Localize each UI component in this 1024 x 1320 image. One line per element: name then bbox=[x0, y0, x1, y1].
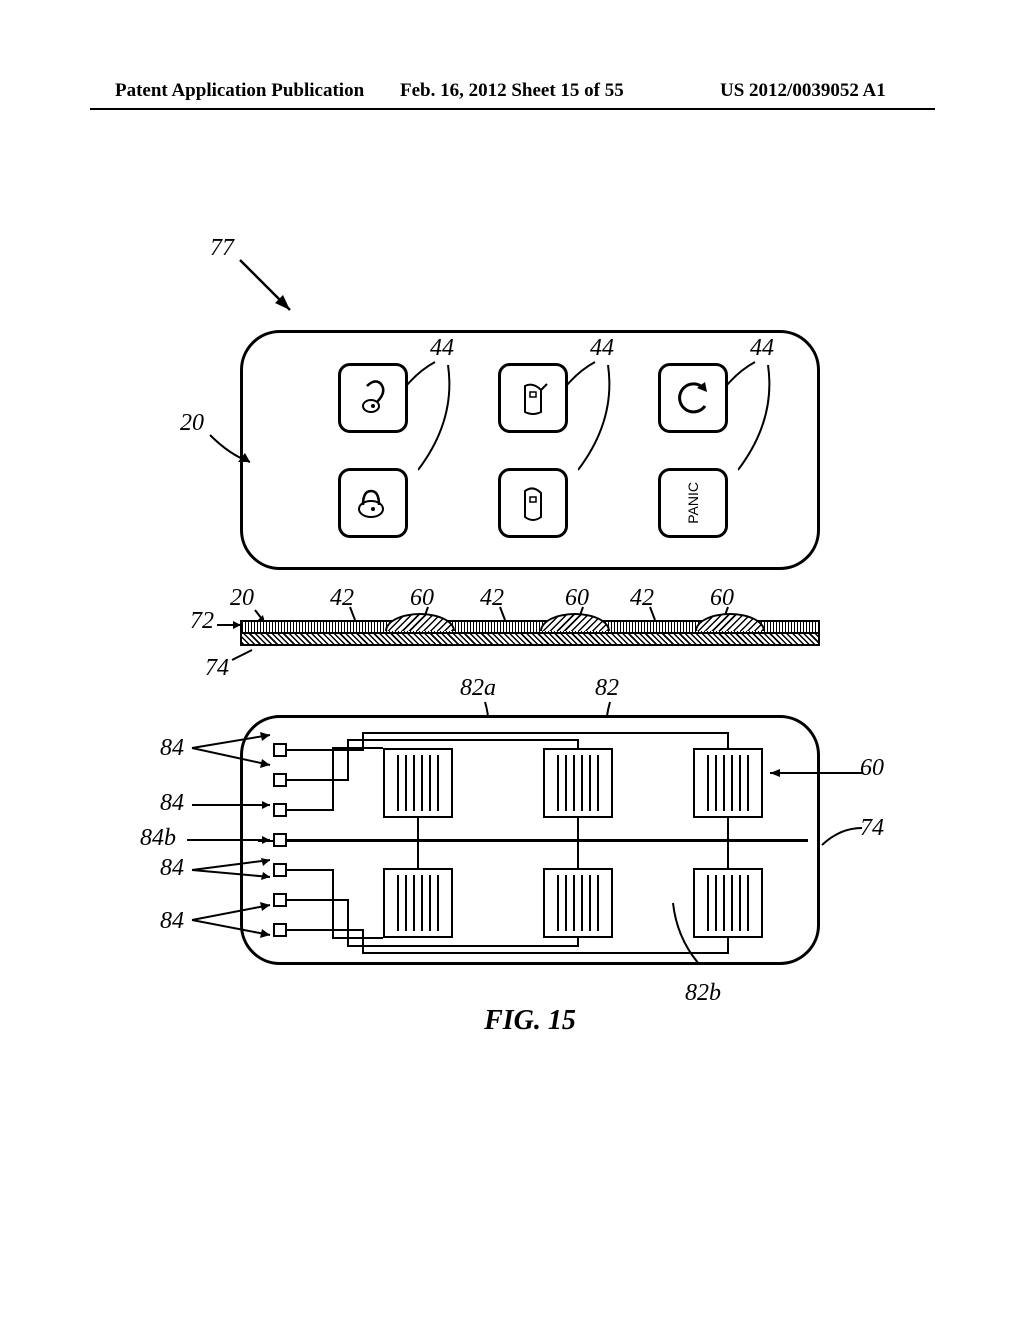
refnum-82b: 82b bbox=[685, 980, 721, 1007]
panic-label: PANIC bbox=[685, 482, 701, 524]
pcb-view bbox=[240, 715, 820, 965]
refnum-44-3: 44 bbox=[750, 335, 774, 362]
leader-77 bbox=[235, 255, 305, 325]
refnum-84-2: 84 bbox=[160, 790, 184, 817]
refnum-44-1: 44 bbox=[430, 335, 454, 362]
refnum-20-mid: 20 bbox=[230, 585, 254, 612]
refnum-72: 72 bbox=[190, 608, 214, 635]
refnum-42-3: 42 bbox=[630, 585, 654, 612]
refnum-84-1: 84 bbox=[160, 735, 184, 762]
refnum-44-2: 44 bbox=[590, 335, 614, 362]
figure-caption: FIG. 15 bbox=[180, 1005, 880, 1037]
trunk-closed-icon bbox=[511, 481, 555, 525]
header-date-sheet: Feb. 16, 2012 Sheet 15 of 55 bbox=[400, 80, 624, 102]
cross-section bbox=[240, 620, 820, 650]
cross-bottom-layer bbox=[240, 632, 820, 646]
refnum-74-mid: 74 bbox=[205, 655, 229, 682]
button-trunk-open bbox=[498, 363, 568, 433]
refnum-84-4: 84 bbox=[160, 908, 184, 935]
leader-74-pcb bbox=[820, 820, 865, 850]
refnum-60-2: 60 bbox=[565, 585, 589, 612]
refnum-42-2: 42 bbox=[480, 585, 504, 612]
remote-start-icon bbox=[671, 376, 715, 420]
refnum-82a: 82a bbox=[460, 675, 496, 702]
trunk-open-icon bbox=[511, 376, 555, 420]
switch-dome-1 bbox=[385, 613, 455, 631]
header-pubnum: US 2012/0039052 A1 bbox=[720, 80, 886, 102]
refnum-42-1: 42 bbox=[330, 585, 354, 612]
button-remote-start bbox=[658, 363, 728, 433]
refnum-20-top: 20 bbox=[180, 410, 204, 437]
lock-icon bbox=[351, 481, 395, 525]
refnum-74-pcb: 74 bbox=[860, 815, 884, 842]
button-trunk-closed bbox=[498, 468, 568, 538]
switch-dome-2 bbox=[540, 613, 610, 631]
button-panic: PANIC bbox=[658, 468, 728, 538]
switch-dome-3 bbox=[695, 613, 765, 631]
refnum-84b: 84b bbox=[140, 825, 176, 852]
unlock-icon bbox=[351, 376, 395, 420]
refnum-82: 82 bbox=[595, 675, 619, 702]
traces bbox=[243, 718, 817, 962]
refnum-60-pcb: 60 bbox=[860, 755, 884, 782]
refnum-84-3: 84 bbox=[160, 855, 184, 882]
button-unlock bbox=[338, 363, 408, 433]
figure-15: 77 bbox=[180, 260, 880, 1060]
refnum-77: 77 bbox=[210, 235, 234, 262]
refnum-60-3: 60 bbox=[710, 585, 734, 612]
leader-74-mid bbox=[230, 648, 255, 663]
header-rule bbox=[90, 108, 935, 110]
header-publication: Patent Application Publication bbox=[115, 80, 364, 102]
keyfob-top-view: PANIC bbox=[240, 330, 820, 570]
button-lock bbox=[338, 468, 408, 538]
refnum-60-1: 60 bbox=[410, 585, 434, 612]
